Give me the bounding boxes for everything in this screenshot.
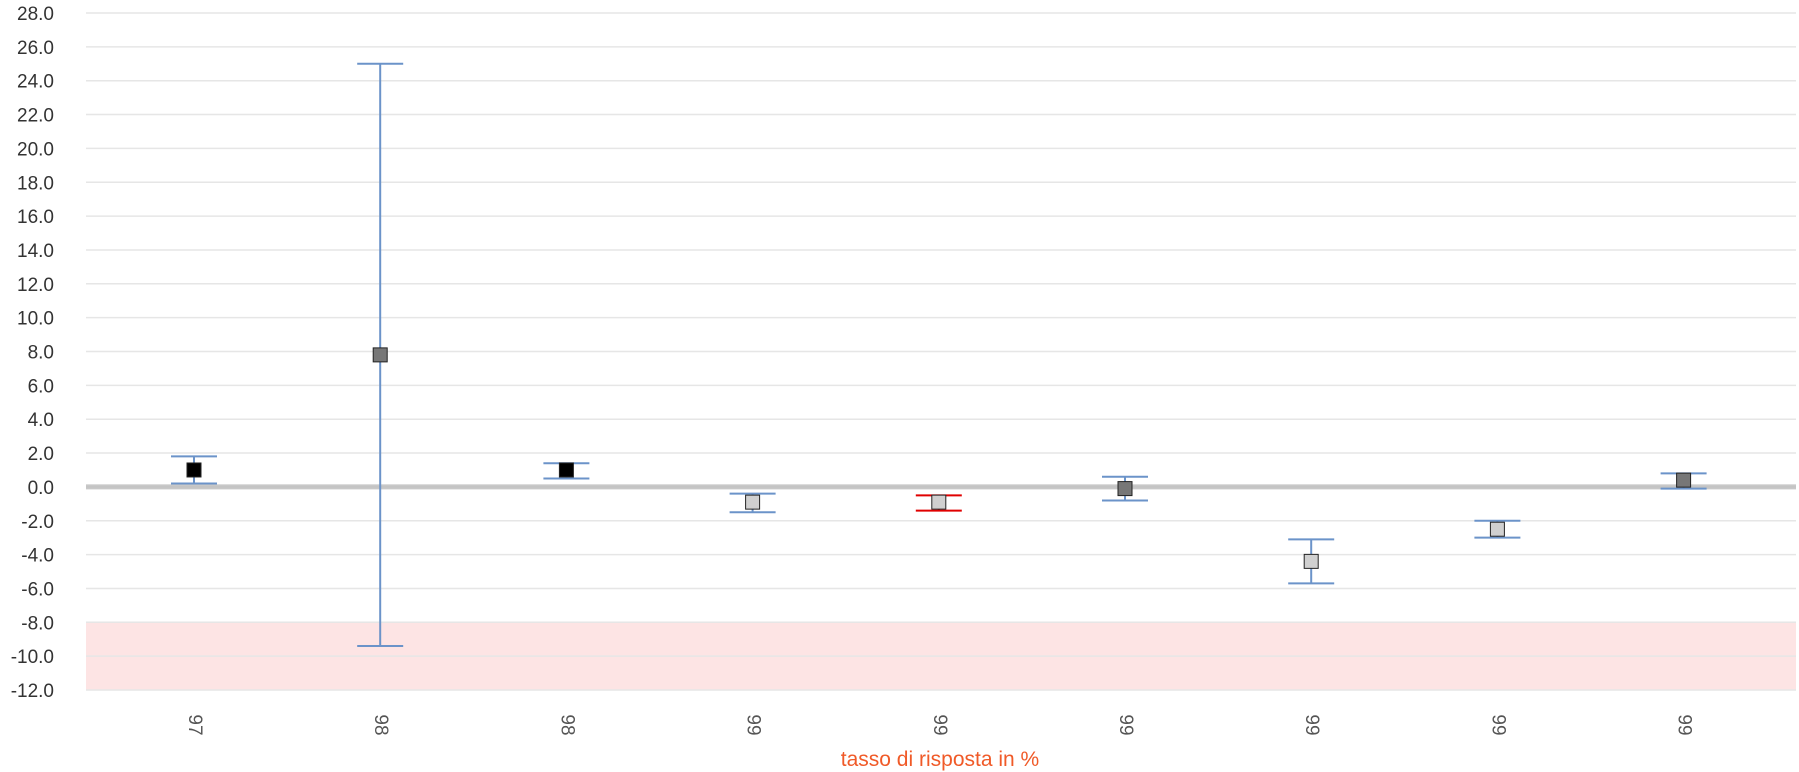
data-point-marker <box>745 494 761 510</box>
y-tick-label: 12.0 <box>17 275 54 296</box>
data-point-marker <box>1676 472 1692 488</box>
x-tick-label: 97 <box>184 714 205 735</box>
y-tick-label: 28.0 <box>17 4 54 25</box>
x-tick-label: 99 <box>1487 714 1508 735</box>
y-tick-label: 10.0 <box>17 309 54 330</box>
data-point-marker <box>1303 553 1319 569</box>
y-tick-label: -6.0 <box>21 579 54 600</box>
data-point-group <box>1288 538 1335 585</box>
data-point-marker <box>1117 481 1133 497</box>
x-tick-label: 99 <box>1115 714 1136 735</box>
data-point-group <box>171 455 217 485</box>
y-tick-label: 4.0 <box>28 410 54 431</box>
x-tick-label: 99 <box>1301 714 1322 735</box>
data-point-marker <box>1489 521 1505 537</box>
y-tick-label: 6.0 <box>28 376 54 397</box>
y-tick-label: 2.0 <box>28 444 54 465</box>
data-point-group <box>729 492 776 514</box>
y-tick-label: 20.0 <box>17 139 54 160</box>
data-point-marker <box>186 462 202 478</box>
data-point-group <box>1102 475 1148 502</box>
y-tick-label: 18.0 <box>17 173 54 194</box>
y-tick-label: -4.0 <box>21 546 54 567</box>
x-tick-label: 98 <box>556 714 577 735</box>
x-tick-label: 98 <box>370 714 391 735</box>
x-tick-label: 99 <box>929 714 950 735</box>
y-tick-label: 0.0 <box>28 478 54 499</box>
gridlines <box>86 12 1796 691</box>
y-tick-label: 16.0 <box>17 207 54 228</box>
data-point-group <box>543 462 590 480</box>
y-tick-label: -8.0 <box>21 613 54 634</box>
y-axis-ticks: -12.0 -10.0 -8.0 -6.0 -4.0 -2.0 0.0 2.0 4.0 6.0 8.… <box>11 4 54 702</box>
y-tick-label: -12.0 <box>11 681 54 702</box>
y-tick-label: 26.0 <box>17 38 54 59</box>
data-point-marker <box>931 494 947 510</box>
y-tick-label: 22.0 <box>17 106 54 127</box>
data-point-group <box>1660 472 1707 490</box>
y-tick-label: 8.0 <box>28 343 54 364</box>
data-point-marker <box>372 347 388 363</box>
data-point-group <box>915 494 962 512</box>
data-point-marker <box>558 462 574 478</box>
y-tick-label: 14.0 <box>17 241 54 262</box>
data-points <box>171 62 1707 647</box>
x-tick-label: 99 <box>743 714 764 735</box>
x-tick-label: 99 <box>1674 714 1695 735</box>
x-axis-title: tasso di risposta in % <box>841 748 1039 771</box>
x-axis-ticks: 97 98 98 99 99 99 99 99 99 <box>184 714 1695 735</box>
y-tick-label: 24.0 <box>17 72 54 93</box>
y-tick-label: -10.0 <box>11 647 54 668</box>
data-point-group <box>357 62 404 647</box>
data-point-group <box>1474 519 1521 539</box>
y-tick-label: -2.0 <box>21 512 54 533</box>
